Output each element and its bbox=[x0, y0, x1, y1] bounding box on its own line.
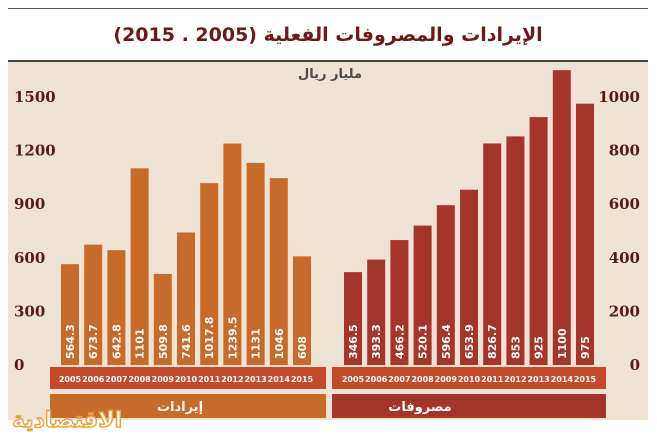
revenue-series-label: إيرادات bbox=[157, 400, 203, 415]
expenses-bar bbox=[552, 70, 571, 365]
revenue-bar-value-label: 1239.5 bbox=[226, 317, 239, 359]
revenue-year-label: 2013 bbox=[244, 375, 266, 384]
revenue-bar-value-label: 642.8 bbox=[110, 324, 123, 359]
expenses-year-label: 2010 bbox=[458, 375, 481, 384]
revenue-bar-value-label: 1101 bbox=[134, 328, 147, 359]
expenses-y-tick: 800 bbox=[609, 142, 640, 160]
expenses-year-label: 2006 bbox=[365, 375, 388, 384]
chart-title-bar: الإيرادات والمصروفات الفعلية (2005 . 201… bbox=[8, 8, 648, 60]
expenses-bar-value-label: 853 bbox=[509, 336, 522, 359]
expenses-bar bbox=[436, 205, 455, 365]
revenue-bars: 564.3 673.7 642.8 1101 509.8 741.6 1017.8 1239.… bbox=[61, 143, 311, 365]
expenses-bar bbox=[367, 259, 386, 365]
expenses-bar bbox=[576, 103, 594, 365]
revenue-y-tick: 1500 bbox=[14, 88, 56, 106]
revenue-bar bbox=[130, 168, 149, 365]
chart-title: الإيرادات والمصروفات الفعلية (2005 . 201… bbox=[113, 23, 543, 46]
revenue-bar bbox=[269, 178, 288, 365]
revenue-y-tick: 600 bbox=[14, 249, 45, 267]
expenses-y-tick: 200 bbox=[609, 302, 640, 320]
expenses-bar-value-label: 826.7 bbox=[486, 324, 499, 359]
revenue-bar bbox=[107, 250, 126, 365]
revenue-bar-value-label: 608 bbox=[296, 336, 309, 359]
revenue-bar-value-label: 1017.8 bbox=[203, 317, 216, 359]
expenses-bar bbox=[529, 117, 548, 365]
expenses-bar bbox=[506, 136, 525, 365]
expenses-bar-value-label: 393.3 bbox=[370, 324, 383, 359]
revenue-year-label: 2011 bbox=[198, 375, 221, 384]
expenses-bar-value-label: 596.4 bbox=[440, 324, 453, 359]
revenue-year-label: 2009 bbox=[152, 375, 175, 384]
expenses-bar bbox=[390, 240, 409, 365]
expenses-year-label: 2015 bbox=[574, 375, 597, 384]
revenue-bar bbox=[177, 232, 195, 365]
expenses-y-tick: 600 bbox=[609, 195, 640, 213]
expenses-y-tick: 1000 bbox=[598, 88, 640, 106]
expenses-bar-value-label: 520.1 bbox=[417, 324, 430, 359]
expenses-bar bbox=[460, 189, 478, 365]
revenue-bar-value-label: 741.6 bbox=[180, 324, 193, 359]
expenses-bar bbox=[344, 272, 362, 365]
revenue-bar bbox=[153, 273, 172, 365]
expenses-year-label: 2009 bbox=[435, 375, 458, 384]
revenue-bar-value-label: 1046 bbox=[273, 328, 286, 359]
expenses-y-axis: 0 200 400 600 800 1000 bbox=[598, 88, 640, 374]
expenses-legend-band bbox=[332, 394, 606, 418]
revenue-y-tick: 300 bbox=[14, 302, 45, 320]
expenses-bar-value-label: 975 bbox=[579, 336, 592, 359]
expenses-bar-value-label: 346.5 bbox=[347, 324, 360, 359]
expenses-year-label: 2007 bbox=[388, 375, 410, 384]
expenses-year-label: 2011 bbox=[481, 375, 504, 384]
revenue-year-label: 2012 bbox=[221, 375, 243, 384]
revenue-y-tick: 900 bbox=[14, 195, 45, 213]
revenue-bar-value-label: 509.8 bbox=[157, 324, 170, 359]
expenses-year-label: 2013 bbox=[527, 375, 549, 384]
revenue-year-strip bbox=[50, 367, 326, 389]
revenue-bar bbox=[200, 183, 219, 365]
expenses-year-label: 2014 bbox=[551, 375, 574, 384]
publisher-logo: الاقتصادية bbox=[11, 407, 123, 433]
expenses-year-label: 2005 bbox=[342, 375, 365, 384]
revenue-year-label: 2014 bbox=[268, 375, 291, 384]
revenue-bar bbox=[223, 143, 242, 365]
revenue-year-label: 2006 bbox=[82, 375, 105, 384]
expenses-year-strip bbox=[332, 367, 606, 389]
revenue-bar-value-label: 1131 bbox=[250, 328, 263, 359]
expenses-series-label: مصروفات bbox=[388, 400, 451, 415]
revenue-y-tick: 0 bbox=[14, 356, 24, 374]
revenue-bar bbox=[84, 244, 103, 365]
revenue-year-label: 2007 bbox=[105, 375, 127, 384]
revenue-year-labels: 2005 2006 2007 2008 2009 2010 2011 2012 2013 2014… bbox=[59, 375, 314, 384]
expenses-year-labels: 2005 2006 2007 2008 2009 2010 2011 2012 2013 2014… bbox=[342, 375, 597, 384]
expenses-bars: 346.5 393.3 466.2 520.1 596.4 653.9 826.7 853 92… bbox=[344, 70, 594, 365]
expenses-year-label: 2012 bbox=[504, 375, 526, 384]
revenue-bar bbox=[61, 264, 79, 365]
revenue-year-label: 2005 bbox=[59, 375, 82, 384]
expenses-bar-value-label: 466.2 bbox=[393, 324, 406, 359]
revenue-year-label: 2008 bbox=[128, 375, 151, 384]
revenue-bar-value-label: 564.3 bbox=[64, 324, 77, 359]
revenue-bar bbox=[293, 256, 311, 365]
title-divider bbox=[8, 60, 648, 62]
expenses-bar-value-label: 653.9 bbox=[463, 324, 476, 359]
expenses-bar bbox=[413, 225, 432, 365]
revenue-y-axis: 0 300 600 900 1200 1500 bbox=[14, 88, 56, 374]
revenue-year-label: 2015 bbox=[291, 375, 314, 384]
chart-panel-background bbox=[8, 62, 648, 420]
expenses-y-tick: 0 bbox=[630, 356, 640, 374]
revenue-bar bbox=[246, 162, 265, 365]
revenue-bar-value-label: 673.7 bbox=[87, 324, 100, 359]
revenue-y-tick: 1200 bbox=[14, 142, 56, 160]
expenses-bar-value-label: 925 bbox=[533, 336, 546, 359]
expenses-bar-value-label: 1100 bbox=[556, 328, 569, 359]
unit-label: مليار ريال bbox=[298, 67, 362, 82]
revenue-legend-band bbox=[50, 394, 326, 418]
revenue-year-label: 2010 bbox=[175, 375, 198, 384]
expenses-y-tick: 400 bbox=[609, 249, 640, 267]
expenses-bar bbox=[483, 143, 502, 365]
expenses-year-label: 2008 bbox=[411, 375, 434, 384]
